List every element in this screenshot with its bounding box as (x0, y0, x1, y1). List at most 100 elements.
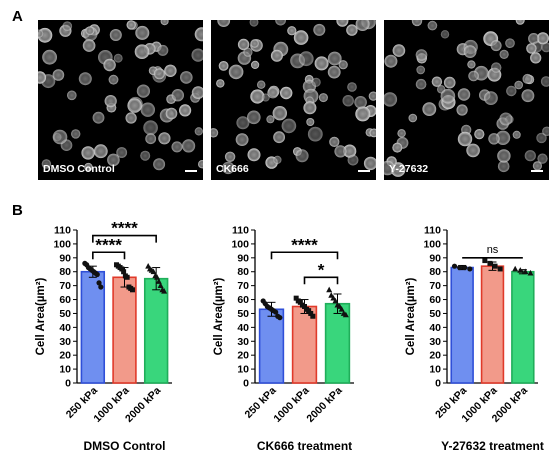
cell (384, 54, 398, 68)
cell (113, 53, 123, 63)
cell (536, 32, 549, 45)
cell (355, 20, 370, 31)
cell (38, 29, 44, 38)
cell (52, 69, 65, 81)
cell (303, 101, 317, 115)
cell (182, 139, 196, 153)
data-point (293, 295, 299, 301)
data-point (277, 315, 283, 321)
cell (440, 30, 450, 39)
cell (515, 20, 525, 25)
cell (427, 20, 438, 31)
cell (522, 73, 533, 84)
micrograph-label: DMSO Control (43, 163, 115, 175)
cell (369, 128, 376, 138)
cell (280, 86, 293, 100)
cell (287, 26, 297, 36)
cell (247, 148, 261, 162)
data-point (302, 304, 307, 309)
cell (67, 90, 77, 101)
y-tick-label: 0 (435, 378, 441, 390)
y-tick-label: 110 (424, 225, 441, 237)
cell (257, 80, 266, 89)
cell (468, 70, 479, 82)
cell (103, 58, 116, 72)
cell (457, 88, 471, 101)
cell (524, 150, 536, 162)
y-tick-label: 80 (59, 266, 71, 278)
cell (384, 160, 395, 176)
cell (171, 141, 183, 153)
y-tick-label: 90 (59, 252, 71, 264)
cell (343, 144, 357, 158)
cell (251, 60, 260, 69)
cell (318, 93, 328, 103)
cell (338, 60, 348, 70)
cell (179, 104, 192, 117)
cell (194, 27, 203, 42)
significance-label: ns (487, 244, 499, 256)
y-tick-label: 60 (429, 294, 441, 306)
data-point (338, 306, 345, 312)
cell (526, 43, 537, 54)
cell (171, 89, 184, 102)
data-point (497, 266, 503, 272)
cell (228, 64, 244, 80)
cell (306, 118, 315, 126)
cell (392, 142, 403, 153)
cell (218, 61, 229, 71)
data-point (457, 264, 463, 271)
cell (270, 49, 283, 62)
cell (125, 112, 137, 124)
data-point (512, 265, 519, 272)
cell (463, 45, 477, 58)
x-tick-label: 2000 kPa (304, 385, 344, 425)
cell (85, 26, 95, 36)
y-tick-label: 10 (237, 364, 249, 376)
y-tick-label: 60 (59, 294, 71, 306)
significance-label: **** (291, 235, 318, 254)
cell (135, 25, 150, 40)
micrograph-label: CK666 (216, 163, 249, 175)
cell (143, 120, 158, 135)
data-point (522, 268, 529, 275)
cell (136, 84, 150, 98)
cell (536, 132, 547, 144)
data-point (297, 299, 303, 305)
data-point (121, 269, 127, 275)
cell (62, 21, 73, 31)
bar-1 (112, 276, 137, 384)
cell (346, 24, 358, 36)
data-point (124, 274, 130, 280)
cell (281, 118, 297, 134)
cell (153, 68, 165, 80)
cell (109, 29, 122, 41)
y-tick-label: 100 (423, 238, 441, 250)
data-point (492, 263, 498, 269)
y-tick-label: 60 (237, 294, 249, 306)
cell (81, 146, 95, 160)
cell (499, 112, 513, 126)
cell (84, 162, 93, 172)
cell (261, 93, 270, 102)
data-point (462, 264, 468, 271)
bar-0 (258, 308, 285, 384)
data-point (150, 268, 157, 275)
cell (247, 110, 261, 125)
data-point (342, 311, 349, 318)
cell (71, 129, 81, 139)
cell (368, 91, 376, 101)
cell (273, 155, 282, 164)
data-point (306, 308, 312, 314)
cell (134, 44, 150, 59)
y-axis-label: Cell Area(µm²) (213, 277, 225, 355)
cell (488, 133, 500, 145)
data-point (517, 267, 524, 273)
cell (457, 131, 473, 147)
y-tick-label: 10 (59, 364, 71, 376)
y-tick-label: 0 (243, 378, 249, 390)
cell (512, 130, 521, 139)
cell (384, 92, 398, 107)
